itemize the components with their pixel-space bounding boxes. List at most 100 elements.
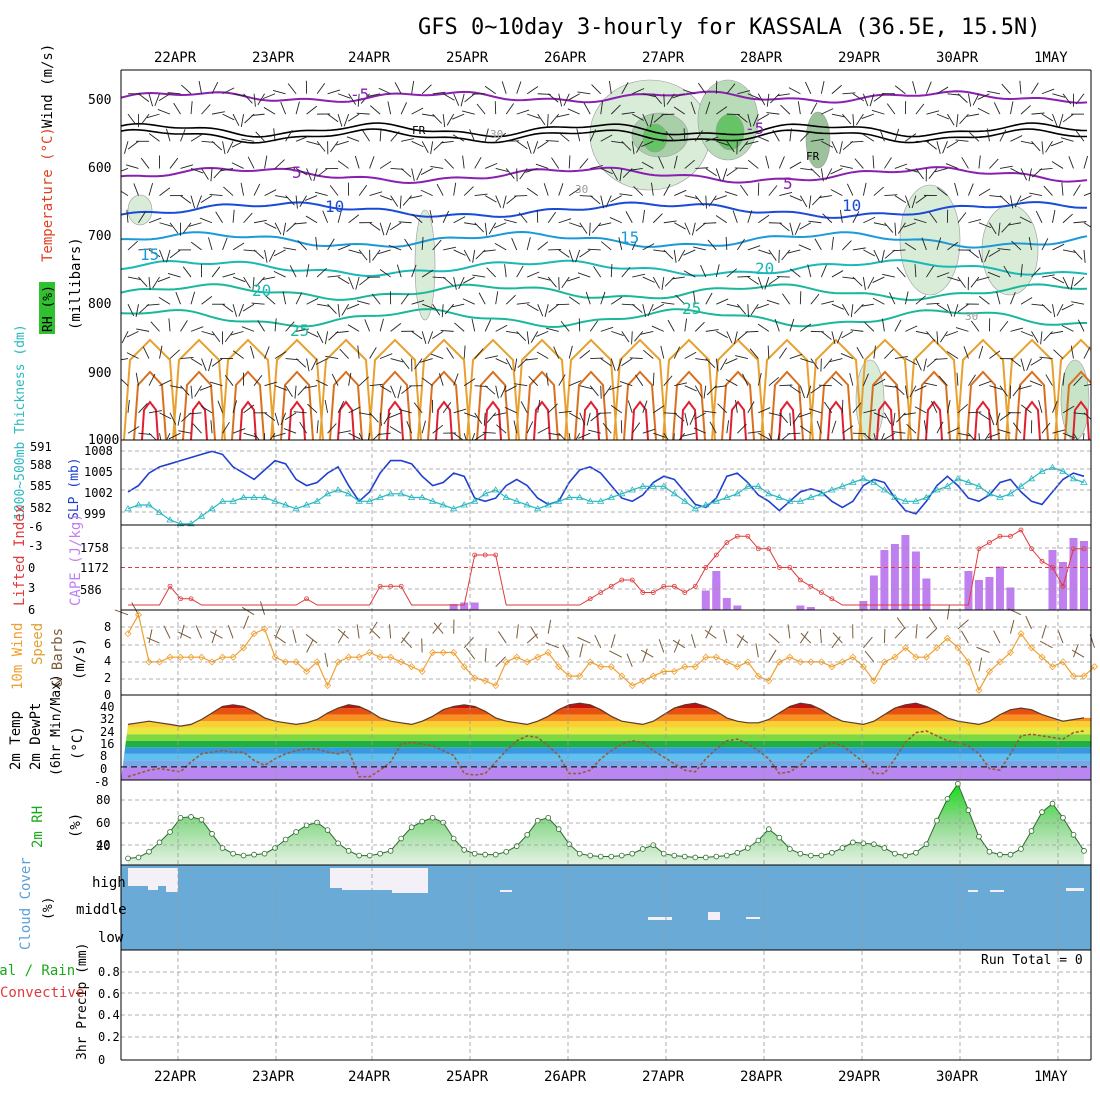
wind10-barb [146, 637, 160, 644]
rh-marker [209, 831, 215, 837]
wind-barb [579, 350, 591, 359]
wind-barb [839, 209, 843, 223]
wind-barb [138, 403, 148, 414]
wind-barb [371, 293, 381, 305]
isotherm-40 [190, 400, 208, 440]
wind-barb [989, 195, 1003, 198]
date-label-top: 25APR [446, 50, 489, 66]
rh-marker [576, 850, 583, 857]
wind-barb [867, 276, 875, 289]
wind-barb [285, 195, 295, 206]
wind-barb [1073, 432, 1079, 440]
rh-marker [724, 852, 730, 859]
wind-barb [232, 400, 238, 413]
wind-barb [1074, 276, 1085, 287]
wind-barb [1043, 331, 1053, 342]
wind-barb [180, 164, 194, 169]
wind-barb [180, 356, 194, 359]
wind10-barb [356, 624, 360, 639]
wind-barb [274, 351, 287, 359]
wind10-marker [891, 653, 899, 661]
wind-barb [970, 276, 980, 288]
wind-barb [169, 222, 179, 234]
wind-barb [482, 431, 496, 434]
isotherm-35 [231, 370, 265, 440]
wind-barb [609, 217, 622, 224]
ylabel-cloud-unit: (%) [41, 897, 56, 920]
thickness-marker [397, 490, 405, 497]
rh-marker [335, 840, 341, 847]
wind-barb [294, 385, 297, 399]
thickness-marker [166, 516, 174, 523]
wind10-marker [324, 682, 332, 690]
wind-barb [348, 276, 354, 290]
wind-barb [446, 113, 455, 126]
wind-barb [1019, 216, 1032, 224]
wind-barb [252, 277, 255, 291]
thickness-marker [449, 505, 458, 512]
rh-tick: 20 [96, 839, 110, 853]
wind-barb [135, 372, 139, 386]
wind-barb [208, 237, 213, 251]
wind-barb [666, 93, 675, 105]
wind-barb [494, 243, 507, 251]
wind-barb [798, 412, 812, 418]
wind-barb [610, 168, 618, 181]
contour-label: 10 [842, 196, 861, 215]
wind-barb [453, 182, 457, 196]
wind-barb [587, 248, 601, 251]
pressure-tick: 1000 [88, 433, 119, 448]
ylabel-lifted-index: Lifted Index [12, 505, 28, 606]
wind-barb [430, 141, 434, 155]
wind10-barb [579, 643, 584, 658]
wind-barb [1014, 195, 1022, 208]
wind-barb [814, 238, 822, 251]
rh-marker [850, 839, 856, 846]
wind-barb [558, 132, 570, 142]
precip-panel: Run Total = 0 [981, 953, 1083, 968]
wind-barb [262, 276, 276, 280]
thickness-marker [586, 497, 594, 504]
wind-barb [1058, 114, 1064, 127]
wind-barb [862, 182, 867, 196]
wind-barb [715, 215, 728, 224]
wind-barb [484, 222, 488, 236]
wind-barb [322, 210, 329, 223]
wind-barb [989, 222, 997, 235]
wind-barb [383, 412, 392, 425]
wind-barb [548, 303, 560, 313]
wind-barb [789, 195, 802, 202]
wind-barb [337, 304, 340, 318]
wind-barb [1075, 93, 1085, 105]
wind-barb [336, 140, 349, 146]
wind-barb [422, 113, 436, 117]
thickness-marker [964, 478, 973, 485]
wind10-marker [429, 648, 437, 657]
wind10-barb [799, 631, 809, 644]
wind-barb [926, 265, 934, 278]
wind-barb [966, 113, 980, 117]
wind10-barb [148, 629, 153, 644]
wind-barb [537, 399, 541, 413]
wind-barb [316, 267, 327, 278]
thickness-marker [828, 486, 836, 493]
wind-barb [705, 195, 707, 209]
wind-barb [530, 331, 539, 343]
wind10-marker [355, 653, 363, 661]
wind-barb [750, 303, 759, 316]
wind-barb [533, 141, 539, 154]
wind-barb [126, 330, 139, 338]
wind-barb [700, 265, 707, 278]
wind-barb [150, 321, 160, 332]
wind-barb [188, 222, 202, 227]
wind-tick: 0 [104, 688, 111, 702]
wind-barb [421, 331, 427, 344]
wind-barb [411, 264, 417, 278]
wind-barb [146, 113, 160, 119]
wind-barb [1052, 93, 1066, 98]
wind-barb [747, 276, 759, 285]
rh-marker [692, 854, 699, 861]
wind-barb [550, 113, 560, 125]
wind-barb [684, 351, 697, 359]
wind-barb [872, 276, 885, 283]
